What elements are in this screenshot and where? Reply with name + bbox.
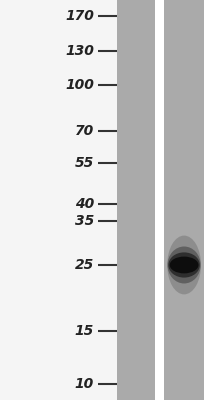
- Text: 170: 170: [65, 9, 94, 23]
- Bar: [155, 0, 164, 400]
- Bar: [164, 0, 204, 400]
- Ellipse shape: [167, 246, 201, 284]
- Text: 100: 100: [65, 78, 94, 92]
- Text: 10: 10: [75, 377, 94, 391]
- Text: 130: 130: [65, 44, 94, 58]
- Text: 25: 25: [75, 258, 94, 272]
- Ellipse shape: [168, 252, 200, 278]
- Text: 40: 40: [75, 197, 94, 211]
- Text: 15: 15: [75, 324, 94, 338]
- Ellipse shape: [170, 256, 198, 273]
- Text: 70: 70: [75, 124, 94, 138]
- Text: 35: 35: [75, 214, 94, 228]
- Text: 55: 55: [75, 156, 94, 170]
- Bar: [117, 0, 155, 400]
- Ellipse shape: [167, 236, 201, 294]
